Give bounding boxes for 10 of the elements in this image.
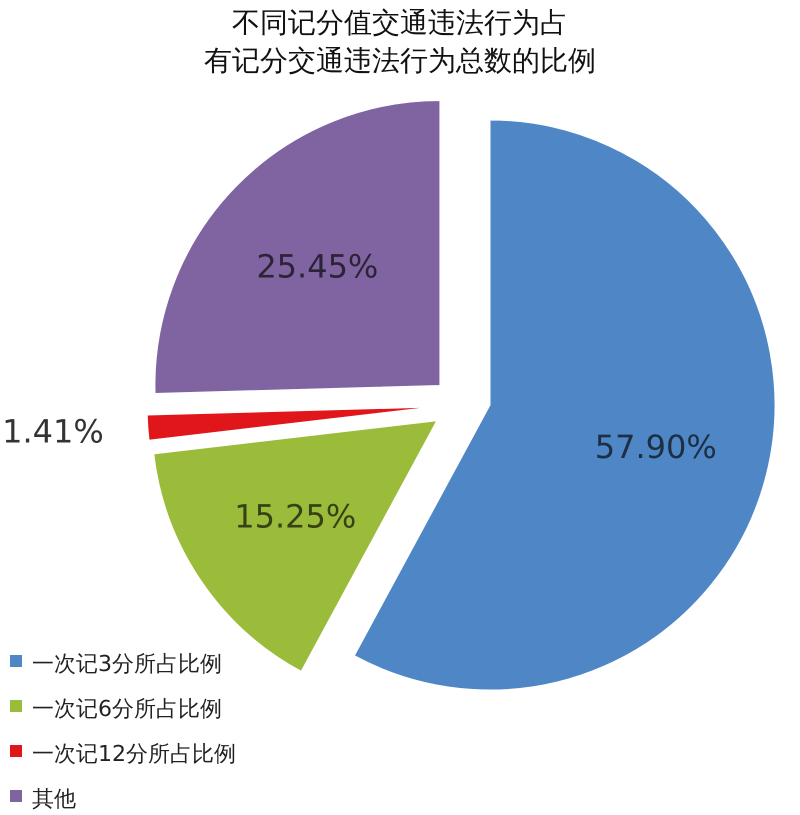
data-label: 15.25% xyxy=(234,498,356,536)
legend-label: 一次记3分所占比例 xyxy=(32,652,222,677)
legend-label: 一次记6分所占比例 xyxy=(32,697,222,722)
legend-label: 一次记12分所占比例 xyxy=(32,742,236,767)
data-label: 25.45% xyxy=(256,247,378,286)
data-label: 57.90% xyxy=(594,428,717,466)
chart-subtitle: 有记分交通违法行为总数的比例 xyxy=(204,44,596,77)
legend-label: 其他 xyxy=(32,787,76,812)
chart-title: 不同记分值交通违法行为占 xyxy=(232,6,568,39)
data-label: 1.41% xyxy=(2,412,104,451)
